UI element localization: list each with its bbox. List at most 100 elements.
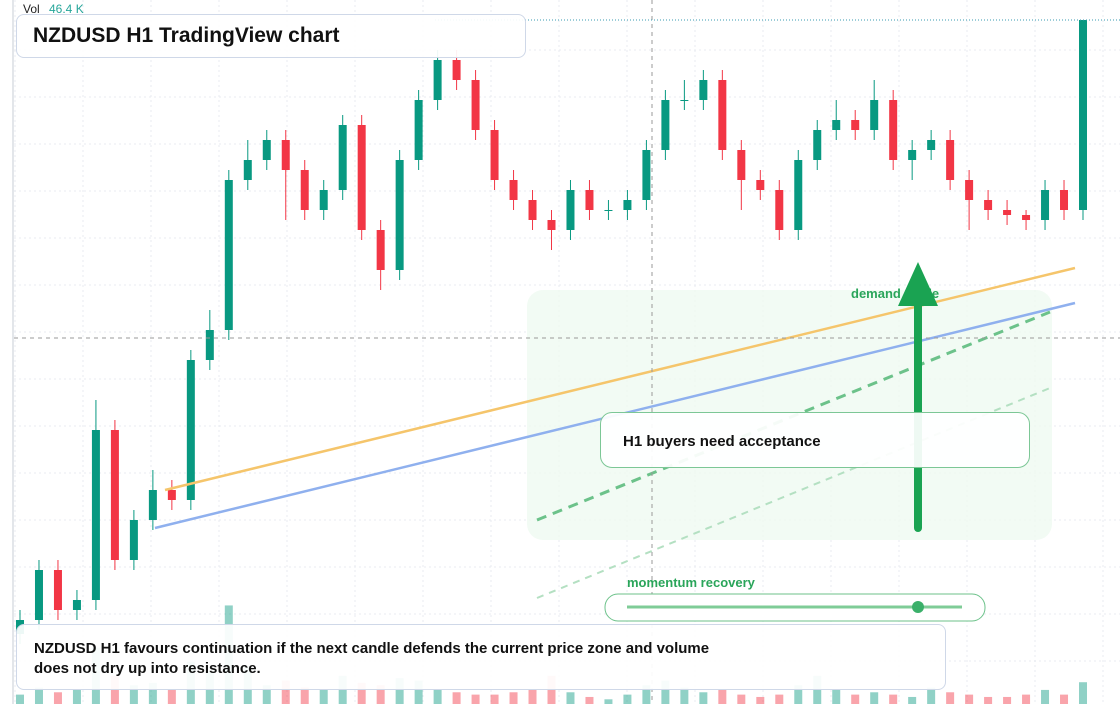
candle-body	[832, 120, 841, 130]
candle-body	[946, 140, 955, 180]
volume-bar	[756, 696, 765, 704]
candle-body	[91, 430, 100, 600]
candle-body	[243, 160, 252, 180]
volume-label: Vol	[23, 2, 40, 16]
volume-bar	[1041, 689, 1050, 704]
volume-bar	[72, 689, 81, 704]
volume-value: 46.4 K	[49, 2, 84, 16]
volume-bar	[376, 685, 385, 704]
volume-bar	[870, 692, 879, 704]
candle-body	[167, 490, 176, 500]
volume-bar	[53, 692, 62, 704]
candle-body	[300, 170, 309, 210]
volume-bar	[490, 694, 499, 704]
volume-bar	[262, 685, 271, 704]
volume-bar	[718, 689, 727, 704]
candle-body	[1022, 215, 1031, 220]
volume-bar	[167, 689, 176, 704]
candle-body	[224, 180, 233, 330]
candle-body	[110, 430, 119, 560]
volume-bar	[1022, 694, 1031, 704]
candle-body	[148, 490, 157, 520]
volume-bar	[433, 689, 442, 704]
candle-body	[547, 220, 556, 230]
candle-body	[680, 100, 689, 101]
volume-bar	[908, 696, 917, 704]
volume-bar	[832, 689, 841, 704]
volume-bar	[604, 699, 613, 704]
candle-body	[585, 190, 594, 210]
volume-bar	[148, 682, 157, 704]
volume-bar	[775, 694, 784, 704]
volume-bar	[794, 685, 803, 704]
volume-bar	[737, 694, 746, 704]
candle-body	[452, 60, 461, 80]
candle-body	[661, 100, 670, 150]
slider-label: momentum recovery	[627, 575, 756, 590]
candle-body	[186, 360, 195, 500]
candle-body	[53, 570, 62, 610]
volume-bar	[357, 682, 366, 704]
volume-bar	[927, 687, 936, 704]
candle-body	[319, 190, 328, 210]
candle-body	[281, 140, 290, 170]
candle-body	[34, 570, 43, 620]
candle-body	[509, 180, 518, 200]
candle-body	[414, 100, 423, 160]
volume-bar	[699, 692, 708, 704]
candle-body	[908, 150, 917, 160]
candle-body	[471, 80, 480, 130]
volume-bar	[129, 685, 138, 704]
candle-body	[395, 160, 404, 270]
candle-body	[72, 600, 81, 610]
volume-bar	[984, 696, 993, 704]
volume-bar	[16, 694, 24, 704]
volume-bar	[1079, 682, 1087, 704]
volume-bar	[452, 692, 461, 704]
candle-body	[965, 180, 974, 200]
candle-body	[737, 150, 746, 180]
candle-body	[528, 200, 537, 220]
candle-body	[129, 520, 138, 560]
candle-body	[642, 150, 651, 200]
volume-bar	[319, 689, 328, 704]
candle-body	[1041, 190, 1050, 220]
candle-body	[262, 140, 271, 160]
volume-bar	[1003, 696, 1012, 704]
volume-bar	[946, 692, 955, 704]
volume-bar	[528, 689, 537, 704]
candle-body	[1003, 210, 1012, 215]
volume-bar	[395, 678, 404, 704]
candle-body	[813, 130, 822, 160]
note: NZDUSD H1 favours continuation if the ne…	[16, 624, 946, 690]
candle-body	[490, 130, 499, 180]
candle-body	[699, 80, 708, 100]
volume-bar	[642, 685, 651, 704]
volume-bar	[281, 680, 290, 704]
volume-bar	[414, 680, 423, 704]
volume-bar	[851, 694, 860, 704]
candle-body	[357, 125, 366, 230]
callout: H1 buyers need acceptance	[600, 412, 1030, 468]
candle-body	[376, 230, 385, 270]
candle-body	[338, 125, 347, 190]
candle-body	[604, 210, 613, 211]
candle-body	[889, 100, 898, 160]
volume-bar	[623, 694, 632, 704]
candle-body	[984, 200, 993, 210]
candle-body	[1060, 190, 1069, 210]
volume-bar	[34, 687, 43, 704]
candle-body	[851, 120, 860, 130]
candle-body	[756, 180, 765, 190]
arrow-head	[898, 262, 938, 306]
volume-bar	[300, 687, 309, 704]
volume-bar	[965, 694, 974, 704]
slider-knob	[912, 601, 924, 613]
volume-bar	[680, 687, 689, 704]
volume-bar	[889, 694, 898, 704]
candle-body	[718, 80, 727, 150]
volume-bar	[661, 680, 670, 704]
candle-body	[794, 160, 803, 230]
